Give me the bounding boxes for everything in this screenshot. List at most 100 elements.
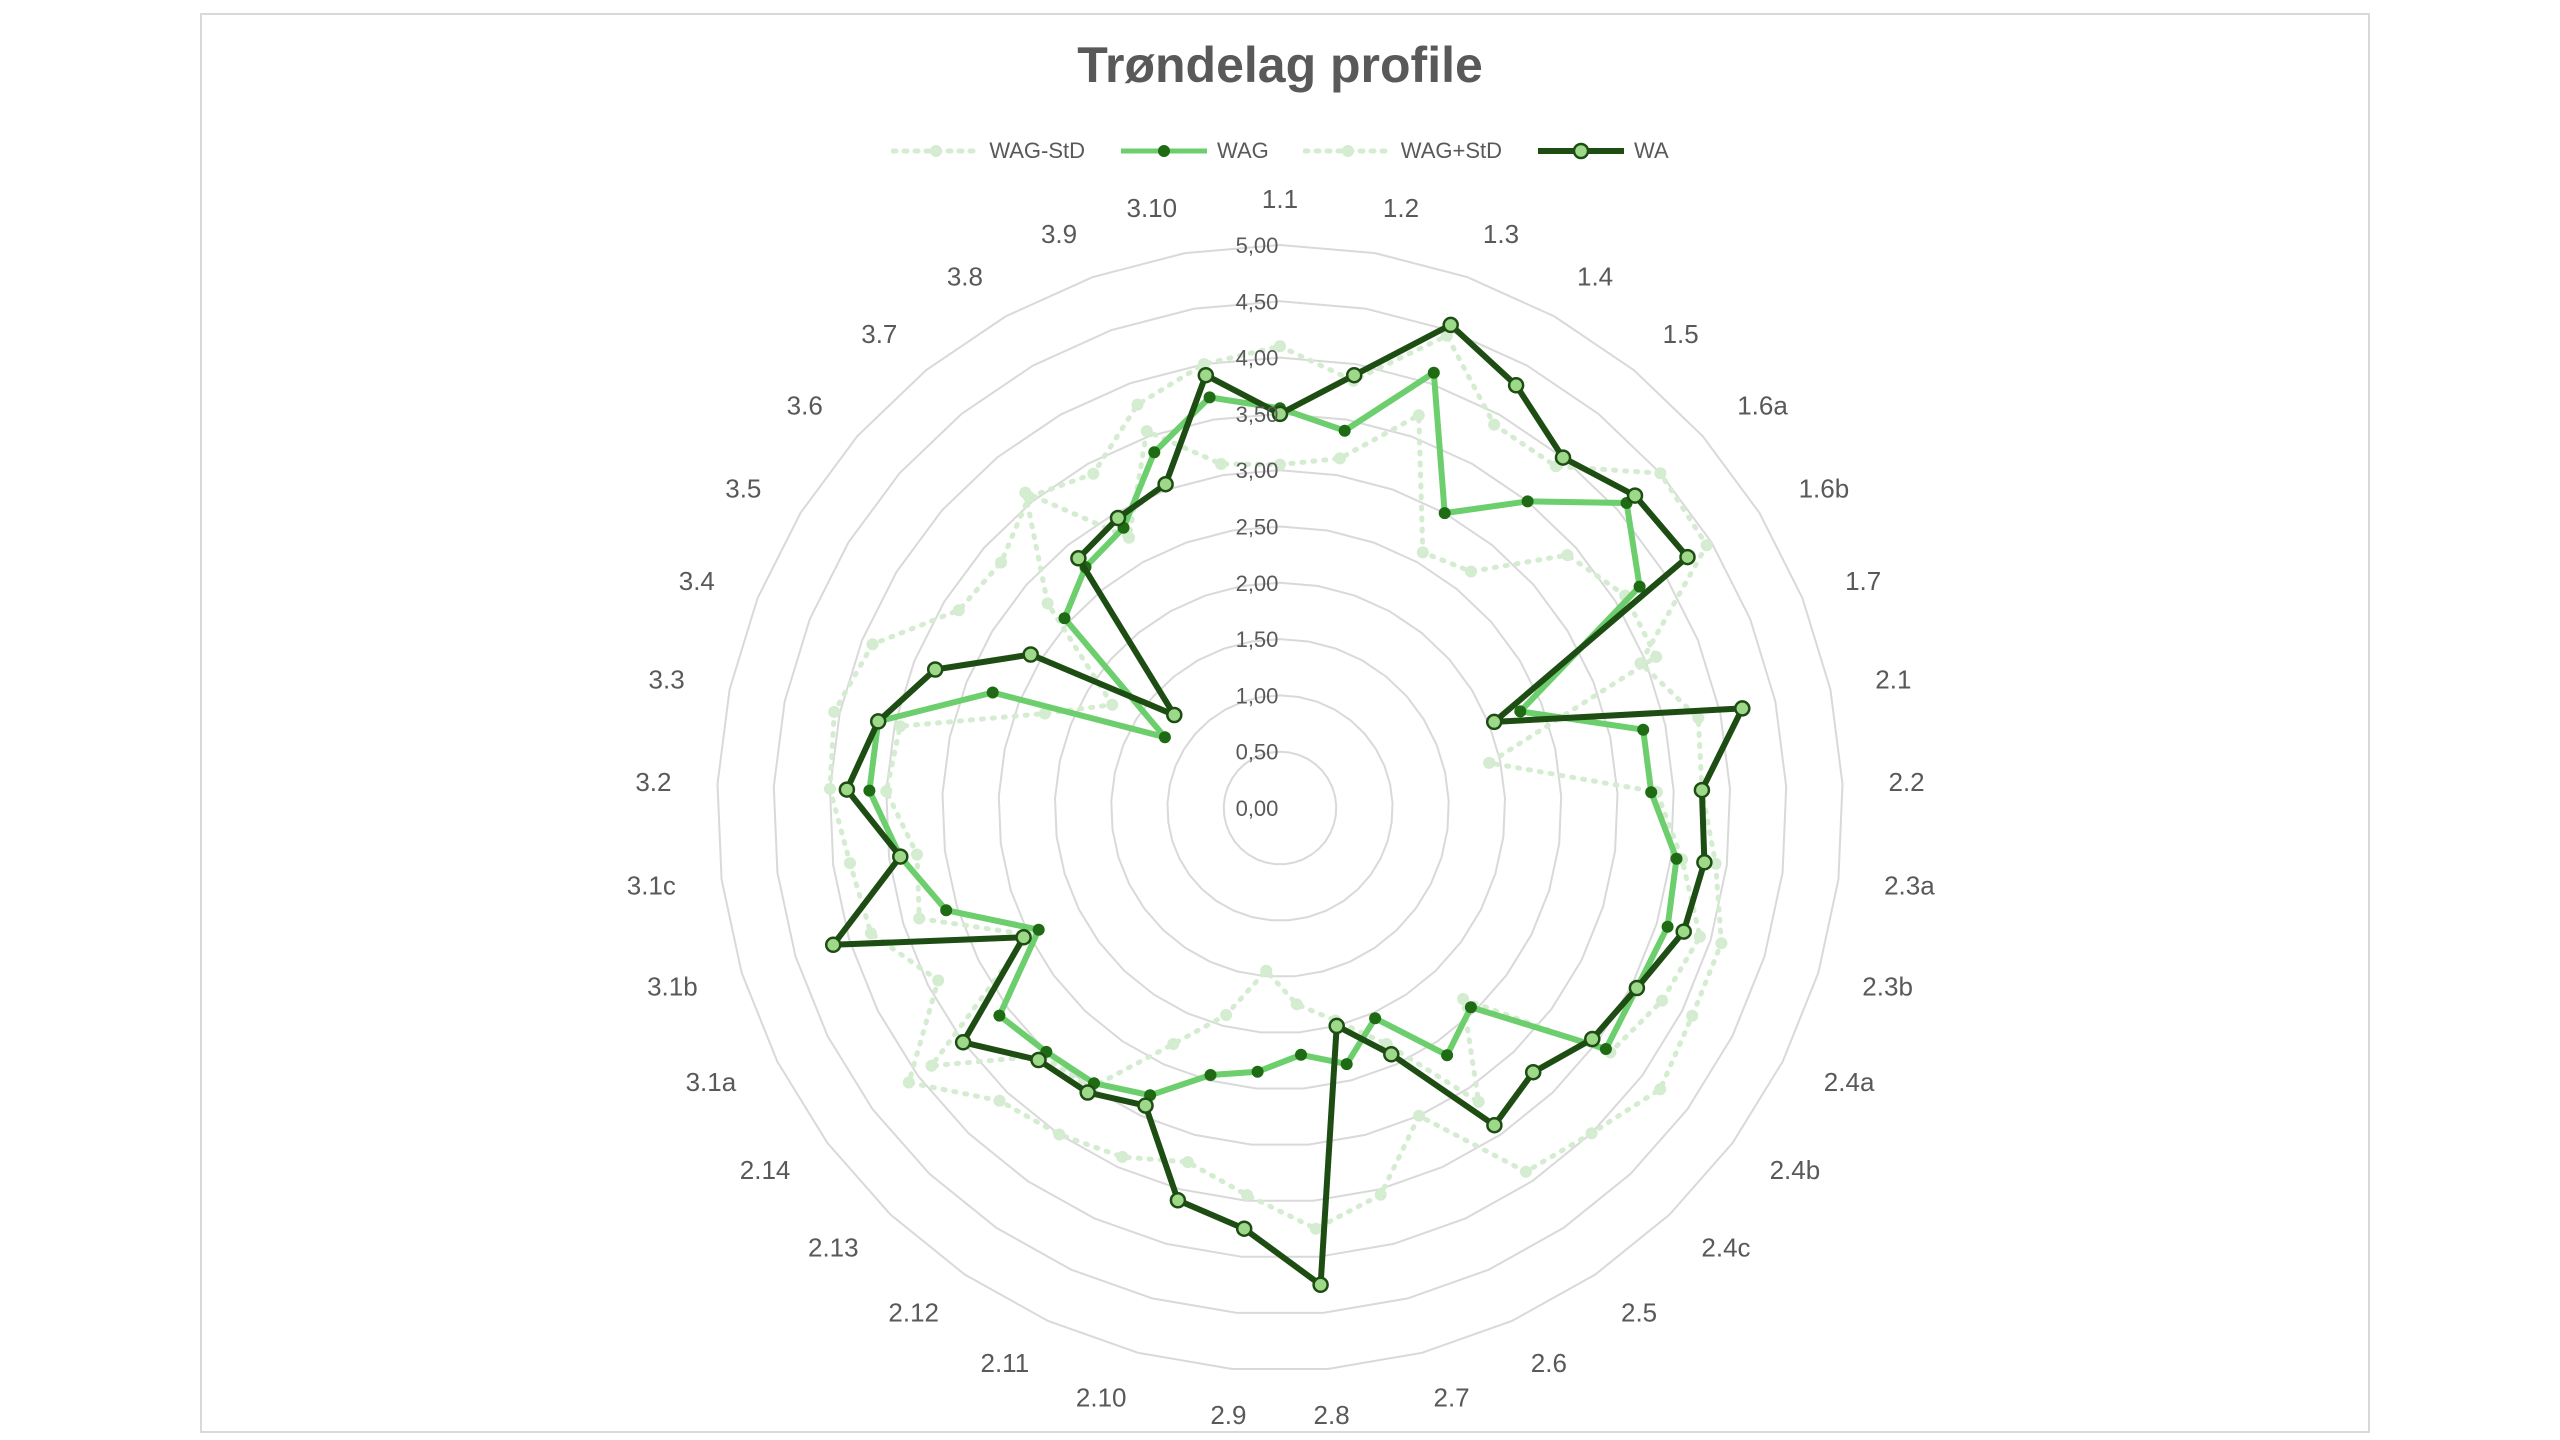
grid-ring: [1222, 750, 1338, 866]
legend-swatch-wag-std: [891, 145, 982, 157]
data-point-wa: [1485, 713, 1503, 731]
data-point-wag-plus-std: [1692, 711, 1705, 724]
data-point-wag-std: [1215, 458, 1227, 470]
data-point-wag: [1340, 1058, 1353, 1071]
data-point-wag-std: [1038, 707, 1051, 720]
data-point-wag-plus-std: [1654, 467, 1667, 480]
axis-label: 1.1: [1262, 184, 1298, 214]
series-line-wa: [830, 321, 1746, 1288]
data-point-wag-plus-std: [1715, 937, 1728, 950]
data-point-wag: [1251, 1065, 1264, 1078]
data-point-wag-plus-std: [1181, 1156, 1194, 1169]
data-point-wag-std: [880, 785, 893, 798]
axis-label: 3.5: [725, 474, 761, 504]
grid-ring: [1166, 694, 1394, 922]
tick-label: 5,00: [1236, 233, 1279, 258]
legend-swatch-wag: [1121, 145, 1208, 157]
data-point-wag: [1148, 446, 1161, 459]
axis-label: 3.3: [649, 665, 685, 695]
data-point-wag: [1438, 507, 1451, 520]
data-point-wag-plus-std: [1022, 491, 1035, 503]
legend-item-wa: WA: [1536, 138, 1669, 164]
data-point-wa: [1626, 487, 1644, 504]
grid-ring: [828, 356, 1732, 1258]
data-point-wag-std: [1465, 565, 1477, 578]
data-point-wag-plus-std: [952, 604, 965, 617]
data-point-wag-std: [1274, 458, 1286, 471]
tick-label: 2,00: [1236, 571, 1279, 596]
axis-label: 2.3b: [1862, 971, 1913, 1001]
data-point-wag-plus-std: [1087, 467, 1100, 480]
axis-label: 3.4: [679, 566, 715, 596]
grid-ring: [1110, 638, 1450, 978]
data-point-wag: [1295, 1048, 1307, 1061]
data-point-wag-std: [1123, 531, 1135, 544]
data-point-wa: [1166, 706, 1183, 724]
axis-label: 2.4b: [1770, 1155, 1821, 1185]
data-point-wa: [892, 848, 909, 865]
data-point-wag-plus-std: [1700, 539, 1713, 552]
data-point-wag: [1338, 424, 1351, 437]
data-point-wag: [993, 1009, 1006, 1022]
data-point-wag-plus-std: [1116, 1150, 1129, 1163]
data-point-wag: [1204, 1069, 1217, 1081]
data-point-wa: [1442, 316, 1459, 334]
data-point-wag-std: [925, 1059, 938, 1072]
axis-label: 2.7: [1434, 1382, 1470, 1412]
axis-label: 2.10: [1076, 1382, 1127, 1412]
axis-label: 3.7: [861, 319, 897, 349]
chart-title: Trøndelag profile: [1077, 37, 1483, 93]
data-point-wag-plus-std: [1634, 657, 1647, 670]
data-point-wa: [1554, 449, 1572, 466]
data-point-wag: [1203, 391, 1216, 404]
data-point-wag-std: [1412, 409, 1425, 422]
data-point-wag-plus-std: [1241, 1189, 1254, 1202]
axis-label: 2.14: [740, 1155, 791, 1185]
data-point-wa: [1030, 1051, 1047, 1069]
data-point-wag-plus-std: [824, 782, 836, 795]
data-point-wa: [1345, 366, 1363, 384]
tick-label: 0,50: [1236, 740, 1279, 765]
data-point-wag-plus-std: [866, 638, 879, 651]
data-point-wag-plus-std: [995, 556, 1008, 569]
data-point-wag-plus-std: [1053, 1128, 1066, 1141]
data-point-wag: [1599, 1043, 1612, 1055]
data-point-wag: [1464, 1001, 1477, 1014]
tick-label: 4,00: [1236, 346, 1279, 371]
data-point-wag-plus-std: [1519, 1165, 1532, 1178]
data-point-wa: [1675, 923, 1692, 940]
tick-label: 1,50: [1236, 627, 1279, 652]
data-point-wag-plus-std: [1274, 340, 1286, 353]
data-point-wag: [1427, 366, 1440, 379]
legend: WAG-StD WAG WAG+StD WA: [0, 138, 2560, 164]
data-point-wag-std: [1483, 756, 1496, 769]
data-point-wa: [1507, 377, 1525, 394]
axis-label: 3.10: [1126, 193, 1177, 223]
grid-ring: [772, 300, 1788, 1314]
data-point-wa: [869, 713, 887, 730]
data-point-wa: [1328, 1017, 1345, 1035]
data-point-wa: [1693, 781, 1711, 799]
tick-label: 3,00: [1236, 458, 1279, 483]
axis-label: 2.9: [1210, 1400, 1246, 1430]
axis-label: 3.9: [1041, 219, 1077, 249]
data-point-wa: [824, 936, 842, 954]
data-point-wag-std: [1693, 930, 1706, 943]
data-point-wa: [1584, 1030, 1601, 1048]
data-point-wag-std: [1220, 1009, 1233, 1021]
legend-swatch-wa: [1538, 142, 1625, 160]
data-point-wag-plus-std: [932, 974, 945, 987]
data-point-wag-std: [1472, 1095, 1485, 1108]
data-point-wag-std: [894, 720, 907, 733]
grid-ring: [716, 243, 1844, 1370]
axis-label: 1.2: [1383, 193, 1419, 223]
data-point-wa: [1109, 509, 1127, 527]
tick-label: 0,00: [1236, 796, 1279, 821]
data-point-wag-plus-std: [1131, 398, 1144, 411]
data-point-wag: [1158, 731, 1171, 744]
data-point-wag-plus-std: [828, 705, 841, 718]
axis-label: 1.6b: [1799, 474, 1850, 504]
grid-ring: [997, 525, 1563, 1090]
tick-label: 2,50: [1236, 515, 1279, 540]
